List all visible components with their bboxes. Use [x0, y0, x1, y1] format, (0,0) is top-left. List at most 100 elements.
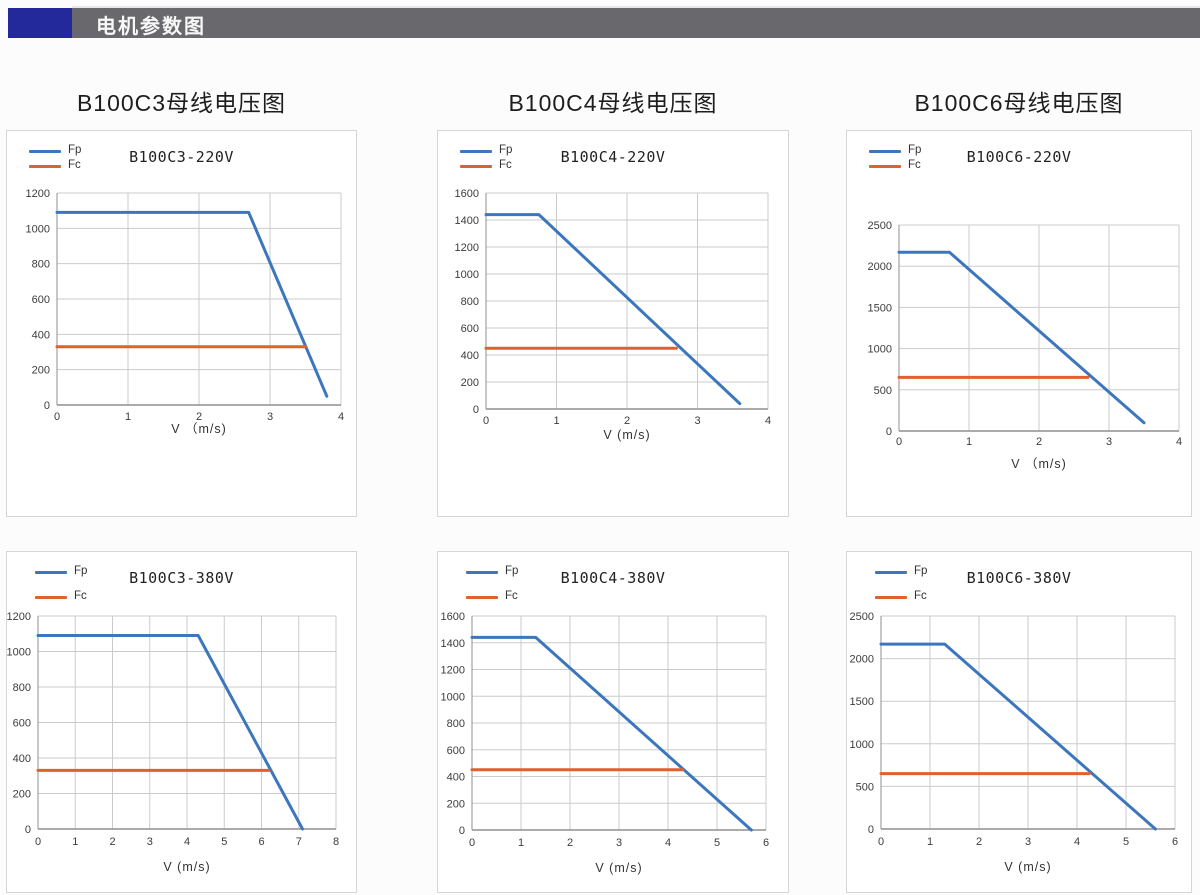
chart-inner-title: B100C6-380V	[966, 569, 1072, 587]
chart-plot-area: 0 200 400 600 800 1000 1200 1400 1600 0 1 2 3 4 V (m/s…	[455, 188, 772, 442]
svg-text:1200: 1200	[26, 188, 50, 200]
svg-text:V （m/s): V （m/s)	[1011, 457, 1067, 471]
chart-plot-area: 0 200 400 600 800 1000 1200 0 1 2 3 4 5 6 7 8 V (m/s)	[7, 611, 339, 874]
chart-card-b100c4-380v: 0 200 400 600 800 1000 1200 1400 1600 0 1 2 3 4 5 6 V (m…	[437, 551, 789, 893]
svg-text:4: 4	[1176, 436, 1182, 448]
svg-text:0: 0	[886, 426, 892, 438]
fc-legend-line	[466, 595, 498, 599]
fp-legend-line	[460, 149, 492, 153]
svg-text:800: 800	[32, 259, 50, 271]
fp-legend-label: Fp	[74, 565, 88, 578]
fc-legend-label: Fc	[908, 159, 921, 172]
svg-text:1200: 1200	[7, 611, 31, 623]
svg-text:400: 400	[32, 329, 50, 341]
svg-text:4: 4	[665, 837, 671, 849]
svg-text:200: 200	[13, 789, 31, 801]
svg-text:2: 2	[624, 415, 630, 427]
legend-item-fc: Fc	[460, 159, 512, 173]
svg-text:1200: 1200	[455, 242, 479, 254]
svg-text:1000: 1000	[26, 223, 50, 235]
column-title-b100c3: B100C3母线电压图	[76, 90, 287, 116]
svg-text:1000: 1000	[7, 647, 31, 659]
svg-text:600: 600	[32, 294, 50, 306]
fp-legend-label: Fp	[505, 565, 519, 578]
svg-text:800: 800	[447, 718, 465, 730]
fc-legend-line	[460, 164, 492, 168]
fp-legend-line	[875, 570, 907, 574]
legend-item-fc: Fc	[466, 590, 518, 604]
svg-text:1: 1	[966, 436, 972, 448]
svg-text:2000: 2000	[868, 261, 892, 273]
svg-text:2: 2	[196, 411, 202, 423]
fc-legend-line	[869, 164, 901, 168]
chart-card-b100c3-380v: 0 200 400 600 800 1000 1200 0 1 2 3 4 5 6 7 8 V (m/s) Fp…	[6, 551, 357, 893]
fp-legend-line	[35, 570, 67, 574]
chart-legend: Fp Fc	[460, 144, 512, 173]
chart-legend: Fp Fc	[466, 565, 518, 604]
fp-legend-line	[29, 149, 61, 153]
fp-series-line	[470, 635, 753, 832]
chart-legend: Fp Fc	[35, 565, 87, 604]
svg-text:1400: 1400	[455, 215, 479, 227]
svg-text:4: 4	[338, 411, 344, 423]
chart-plot-area: 0 500 1000 1500 2000 2500 0 1 2 3 4 V （m/s)	[868, 220, 1183, 471]
legend-item-fp: Fp	[460, 144, 512, 158]
svg-text:1500: 1500	[868, 302, 892, 314]
svg-text:0: 0	[25, 824, 31, 836]
svg-text:1: 1	[553, 415, 559, 427]
svg-text:1: 1	[72, 836, 78, 848]
svg-text:2: 2	[109, 836, 115, 848]
svg-text:1000: 1000	[455, 269, 479, 281]
svg-text:6: 6	[258, 836, 264, 848]
chart-inner-title: B100C3-220V	[129, 148, 234, 166]
svg-text:0: 0	[483, 415, 489, 427]
fp-legend-line	[869, 149, 901, 153]
legend-item-fc: Fc	[875, 590, 927, 604]
column-title-b100c6: B100C6母线电压图	[914, 90, 1124, 116]
svg-text:6: 6	[763, 837, 769, 849]
svg-text:V （m/s): V （m/s)	[171, 422, 227, 436]
svg-text:4: 4	[184, 836, 190, 848]
chart-card-b100c4-220v: 0 200 400 600 800 1000 1200 1400 1600 0 1 2 3 4 V (m/s…	[437, 130, 789, 517]
svg-text:500: 500	[856, 781, 874, 793]
legend-item-fc: Fc	[35, 590, 87, 604]
legend-item-fp: Fp	[869, 144, 921, 158]
fp-series-line	[55, 210, 329, 398]
svg-text:V (m/s): V (m/s)	[163, 860, 210, 874]
fc-legend-label: Fc	[68, 159, 81, 172]
svg-text:0: 0	[469, 837, 475, 849]
chart-plot-area: 0 500 1000 1500 2000 2500 0 1 2 3 4 5 6 V (m/s)	[850, 611, 1179, 874]
svg-text:7: 7	[296, 836, 302, 848]
legend-item-fc: Fc	[29, 159, 81, 173]
svg-text:0: 0	[878, 836, 884, 848]
page-title: 电机参数图	[96, 16, 206, 38]
chart-inner-title: B100C3-380V	[129, 569, 234, 587]
svg-text:V (m/s): V (m/s)	[603, 428, 650, 442]
svg-text:3: 3	[267, 411, 273, 423]
svg-text:1000: 1000	[850, 739, 874, 751]
chart-inner-title: B100C6-220V	[966, 148, 1072, 166]
svg-text:8: 8	[333, 836, 339, 848]
svg-text:400: 400	[13, 753, 31, 765]
svg-text:1: 1	[927, 836, 933, 848]
fc-legend-label: Fc	[914, 590, 927, 603]
fc-legend-line	[35, 595, 67, 599]
svg-text:1: 1	[518, 837, 524, 849]
svg-text:0: 0	[44, 400, 50, 412]
fc-legend-line	[29, 164, 61, 168]
svg-text:4: 4	[765, 415, 771, 427]
section-header: 电机参数图	[0, 8, 1200, 38]
svg-text:2000: 2000	[850, 654, 874, 666]
chart-legend: Fp Fc	[29, 144, 81, 173]
svg-text:5: 5	[221, 836, 227, 848]
svg-text:2500: 2500	[868, 220, 892, 232]
chart-card-b100c6-220v: 0 500 1000 1500 2000 2500 0 1 2 3 4 V （m/s) Fp Fc B…	[846, 130, 1192, 517]
fp-series-line	[879, 642, 1157, 831]
chart-plot-area: 0 200 400 600 800 1000 1200 1400 1600 0 1 2 3 4 5 6 V (m…	[441, 611, 770, 875]
fp-legend-line	[466, 570, 498, 574]
svg-text:1000: 1000	[441, 691, 465, 703]
svg-text:0: 0	[54, 411, 60, 423]
header-bar: 电机参数图	[72, 8, 1200, 38]
svg-text:3: 3	[616, 837, 622, 849]
chart-legend: Fp Fc	[875, 565, 927, 604]
